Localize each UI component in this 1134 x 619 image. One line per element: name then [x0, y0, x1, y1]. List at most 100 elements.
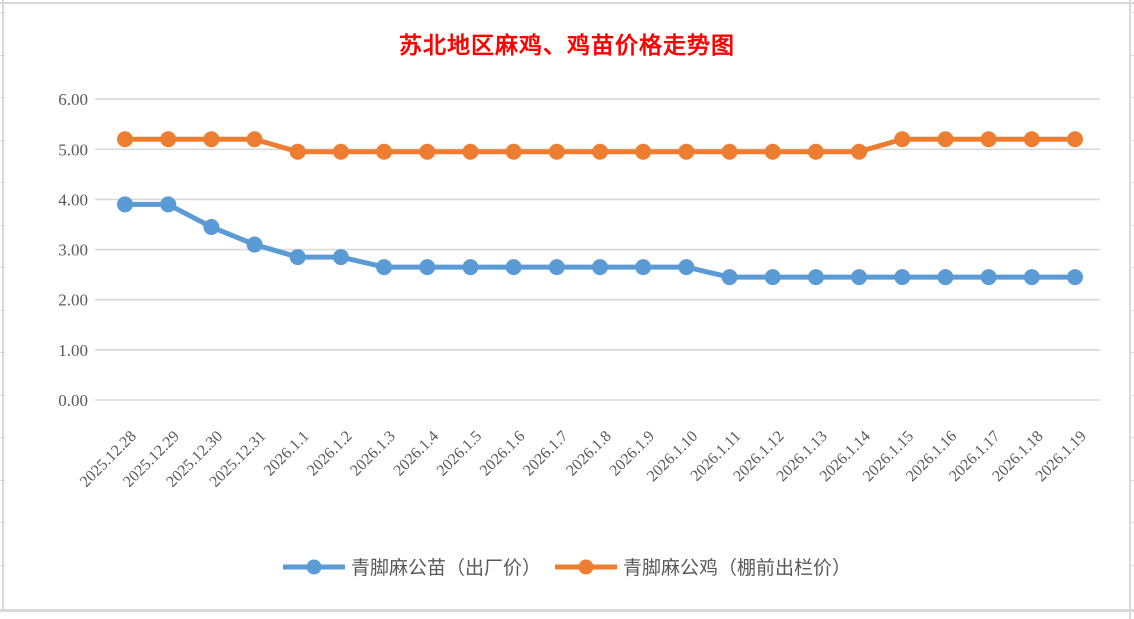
sheet-row-tick — [1129, 480, 1134, 481]
data-point — [937, 131, 954, 148]
data-point — [764, 143, 781, 160]
legend-label: 青脚麻公鸡（棚前出栏价） — [623, 558, 852, 579]
sheet-row-tick — [1129, 395, 1134, 396]
x-axis-label: 2026.1.7 — [520, 428, 572, 480]
x-axis-label: 2026.1.4 — [390, 428, 442, 480]
data-point — [160, 196, 177, 213]
sheet-row-tick — [0, 225, 5, 226]
data-point — [376, 143, 393, 160]
sheet-row-tick — [1129, 352, 1134, 353]
data-point — [203, 218, 220, 235]
x-axis-label: 2026.1.5 — [434, 428, 486, 480]
data-point — [376, 259, 393, 276]
sheet-border-right — [1129, 0, 1131, 619]
y-axis-label: 1.00 — [58, 341, 88, 360]
data-point — [807, 143, 824, 160]
legend-item-0[interactable]: 青脚麻公苗（出厂价） — [282, 553, 541, 580]
data-point — [462, 143, 479, 160]
sheet-row-tick — [0, 140, 5, 141]
data-point — [764, 269, 781, 286]
y-axis-label: 3.00 — [58, 241, 88, 260]
data-point — [289, 143, 306, 160]
sheet-row-tick — [1129, 565, 1134, 566]
sheet-row-tick — [1129, 225, 1134, 226]
sheet-border-bottom — [0, 609, 1134, 612]
sheet-row-tick — [0, 352, 5, 353]
sheet-row-tick — [1129, 140, 1134, 141]
sheet-row-tick — [0, 267, 5, 268]
chart-legend: 青脚麻公苗（出厂价） 青脚麻公鸡（棚前出栏价） — [0, 553, 1134, 580]
data-point — [1067, 131, 1083, 148]
data-point — [592, 143, 608, 160]
sheet-border-left — [2, 0, 4, 610]
legend-marker-icon — [555, 559, 617, 574]
sheet-row-tick — [0, 565, 5, 566]
data-point — [289, 249, 306, 266]
x-axis-label: 2026.1.1 — [261, 428, 313, 480]
sheet-row-tick — [0, 395, 5, 396]
data-point — [505, 259, 522, 276]
sheet-row-tick — [1129, 12, 1134, 13]
data-point — [678, 259, 695, 276]
y-axis-label: 5.00 — [58, 140, 88, 159]
sheet-row-tick — [0, 97, 5, 98]
data-point — [851, 143, 868, 160]
data-point — [203, 131, 220, 148]
data-point — [721, 269, 738, 286]
data-point — [807, 269, 824, 286]
data-point — [851, 269, 868, 286]
data-point — [635, 143, 652, 160]
x-axis-label: 2026.1.6 — [477, 428, 529, 480]
sheet-row-tick — [0, 480, 5, 481]
y-axis-label: 2.00 — [58, 291, 88, 310]
data-point — [548, 143, 565, 160]
data-point — [419, 143, 436, 160]
data-point — [117, 131, 133, 148]
sheet-border-top — [0, 2, 1134, 4]
sheet-row-tick — [1129, 97, 1134, 98]
data-point — [894, 131, 911, 148]
x-axis-label: 2026.1.2 — [304, 428, 356, 480]
sheet-row-tick — [0, 55, 5, 56]
sheet-row-tick — [1129, 55, 1134, 56]
x-axis-label: 2026.1.8 — [563, 428, 615, 480]
y-axis-label: 6.00 — [58, 90, 88, 109]
data-point — [548, 259, 565, 276]
y-axis-label: 0.00 — [58, 391, 88, 410]
data-point — [1023, 269, 1040, 286]
data-point — [160, 131, 177, 148]
data-point — [980, 131, 997, 148]
y-axis-label: 4.00 — [58, 190, 88, 209]
sheet-row-tick — [1129, 437, 1134, 438]
data-point — [937, 269, 954, 286]
sheet-row-tick — [1129, 310, 1134, 311]
data-point — [332, 249, 349, 266]
data-point — [635, 259, 652, 276]
sheet-row-tick — [1129, 267, 1134, 268]
data-point — [721, 143, 738, 160]
sheet-row-tick — [0, 437, 5, 438]
legend-item-1[interactable]: 青脚麻公鸡（棚前出栏价） — [555, 553, 851, 580]
data-point — [980, 269, 997, 286]
chart-title: 苏北地区麻鸡、鸡苗价格走势图 — [399, 33, 735, 58]
sheet-row-tick — [0, 310, 5, 311]
data-point — [462, 259, 479, 276]
x-axis-label: 2026.1.3 — [347, 428, 399, 480]
sheet-row-tick — [1129, 182, 1134, 183]
data-point — [592, 259, 608, 276]
data-point — [678, 143, 695, 160]
data-point — [894, 269, 911, 286]
legend-label: 青脚麻公苗（出厂价） — [350, 558, 541, 579]
data-point — [1023, 131, 1040, 148]
sheet-row-tick — [0, 12, 5, 13]
data-point — [419, 259, 436, 276]
legend-marker-icon — [282, 559, 345, 574]
data-point — [246, 236, 263, 253]
data-point — [246, 131, 263, 148]
sheet-row-tick — [0, 522, 5, 523]
data-point — [505, 143, 522, 160]
data-point — [117, 196, 133, 213]
sheet-row-tick — [0, 182, 5, 183]
